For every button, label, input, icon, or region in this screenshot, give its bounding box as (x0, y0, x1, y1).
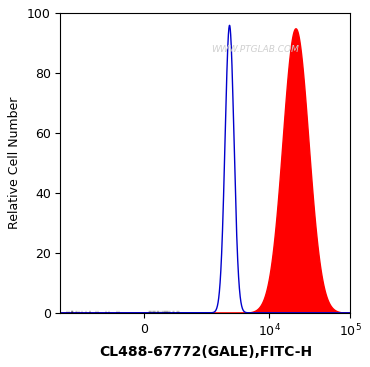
Text: WWW.PTGLAB.COM: WWW.PTGLAB.COM (211, 45, 299, 54)
X-axis label: CL488-67772(GALE),FITC-H: CL488-67772(GALE),FITC-H (99, 345, 312, 359)
Y-axis label: Relative Cell Number: Relative Cell Number (9, 97, 21, 229)
